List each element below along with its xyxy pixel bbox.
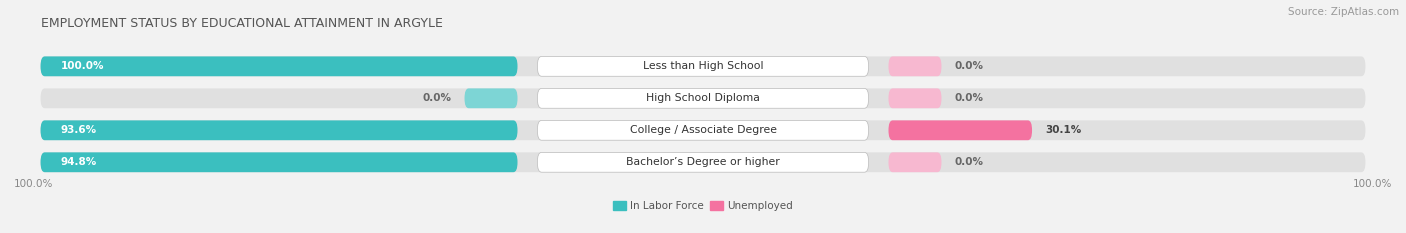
FancyBboxPatch shape [41, 152, 517, 172]
FancyBboxPatch shape [537, 152, 869, 172]
Text: 0.0%: 0.0% [422, 93, 451, 103]
Text: Bachelor’s Degree or higher: Bachelor’s Degree or higher [626, 157, 780, 167]
FancyBboxPatch shape [889, 88, 942, 108]
Text: 94.8%: 94.8% [60, 157, 97, 167]
FancyBboxPatch shape [537, 120, 869, 140]
Text: Less than High School: Less than High School [643, 61, 763, 71]
Text: EMPLOYMENT STATUS BY EDUCATIONAL ATTAINMENT IN ARGYLE: EMPLOYMENT STATUS BY EDUCATIONAL ATTAINM… [41, 17, 443, 30]
Text: 100.0%: 100.0% [60, 61, 104, 71]
Text: 93.6%: 93.6% [60, 125, 97, 135]
FancyBboxPatch shape [889, 152, 942, 172]
Text: 0.0%: 0.0% [955, 61, 984, 71]
Text: 30.1%: 30.1% [1045, 125, 1081, 135]
FancyBboxPatch shape [889, 120, 1032, 140]
FancyBboxPatch shape [41, 56, 517, 76]
FancyBboxPatch shape [464, 88, 517, 108]
Text: Source: ZipAtlas.com: Source: ZipAtlas.com [1288, 7, 1399, 17]
Text: College / Associate Degree: College / Associate Degree [630, 125, 776, 135]
Legend: In Labor Force, Unemployed: In Labor Force, Unemployed [609, 197, 797, 215]
FancyBboxPatch shape [537, 88, 869, 108]
FancyBboxPatch shape [889, 56, 942, 76]
FancyBboxPatch shape [41, 120, 1365, 140]
FancyBboxPatch shape [537, 56, 869, 76]
Text: High School Diploma: High School Diploma [647, 93, 759, 103]
FancyBboxPatch shape [41, 120, 517, 140]
Text: 100.0%: 100.0% [1353, 179, 1392, 189]
Text: 0.0%: 0.0% [955, 157, 984, 167]
FancyBboxPatch shape [41, 152, 1365, 172]
FancyBboxPatch shape [41, 88, 1365, 108]
FancyBboxPatch shape [41, 56, 1365, 76]
Text: 100.0%: 100.0% [14, 179, 53, 189]
Text: 0.0%: 0.0% [955, 93, 984, 103]
